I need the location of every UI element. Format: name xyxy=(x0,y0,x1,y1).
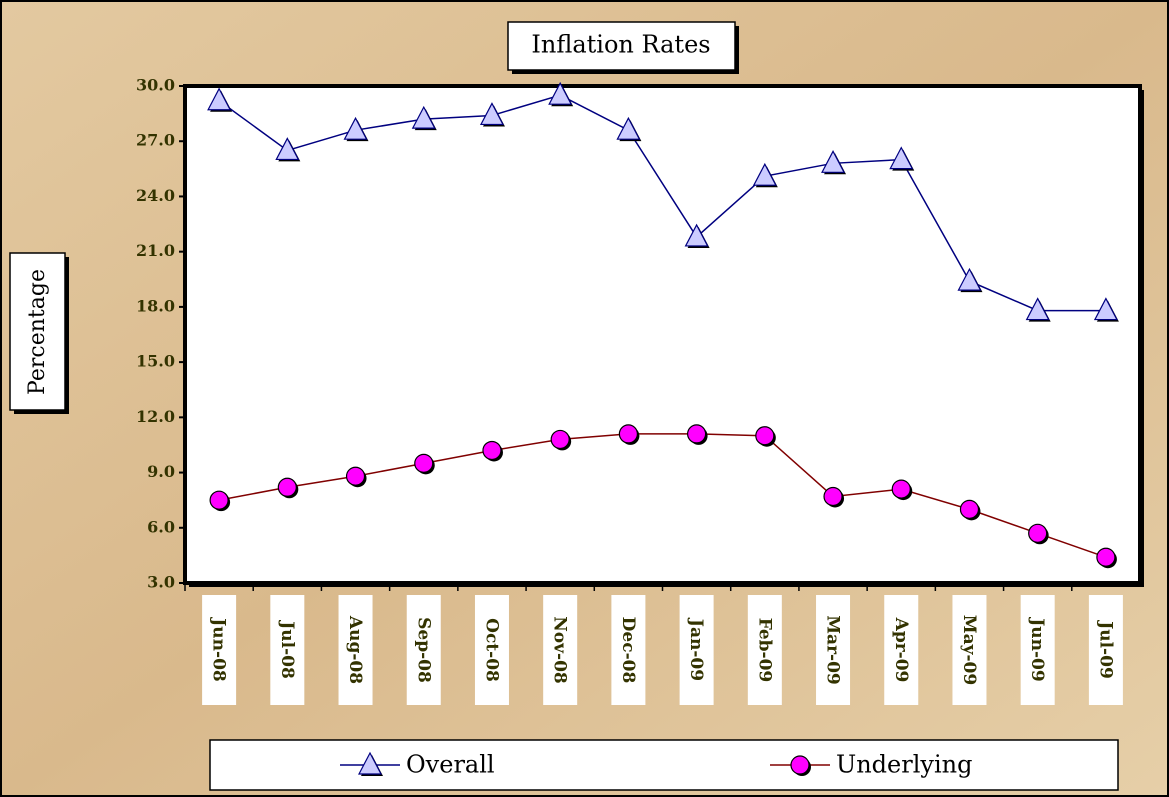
x-tick-group: Jun-09 xyxy=(1020,595,1055,705)
x-tick-label: Oct-08 xyxy=(481,618,501,682)
data-point xyxy=(275,137,300,161)
x-tick-box xyxy=(611,595,646,705)
data-point xyxy=(207,87,232,111)
legend-marker xyxy=(790,755,810,775)
data-point xyxy=(618,424,638,444)
x-tick-label: Jun-09 xyxy=(1027,616,1047,681)
x-tick-label: Nov-08 xyxy=(550,616,570,683)
data-point xyxy=(1093,297,1118,321)
legend-label: Overall xyxy=(406,751,495,779)
data-point xyxy=(889,146,914,170)
x-tick-label: Mar-09 xyxy=(823,615,843,685)
x-tick-group: Oct-08 xyxy=(474,595,509,705)
data-point xyxy=(548,81,573,105)
x-tick-label: Apr-09 xyxy=(891,617,911,683)
series-line xyxy=(218,433,1107,558)
x-tick-box xyxy=(747,595,782,705)
legend-label: Underlying xyxy=(836,751,972,779)
y-label-box xyxy=(9,252,66,411)
data-point xyxy=(277,477,297,497)
x-tick-box xyxy=(406,595,441,705)
data-point xyxy=(823,486,843,507)
x-tick-label: Dec-08 xyxy=(618,617,638,684)
x-tick-group: Nov-08 xyxy=(543,594,578,705)
x-tick-label: Jan-09 xyxy=(686,617,706,681)
data-point xyxy=(343,116,368,140)
x-tick-box xyxy=(679,595,714,705)
x-tick-box xyxy=(270,594,305,705)
x-tick-group: Sep-08 xyxy=(406,595,441,705)
y-tick-label: 15.0 xyxy=(136,352,175,371)
y-tick-label: 3.0 xyxy=(147,573,175,592)
x-tick-label: Jul-08 xyxy=(277,619,297,679)
data-point xyxy=(411,105,436,129)
y-tick-label: 30.0 xyxy=(136,76,175,95)
data-point xyxy=(959,499,980,519)
x-tick-box xyxy=(884,595,919,705)
data-point xyxy=(687,424,707,444)
x-tick-label: Aug-08 xyxy=(345,615,365,684)
x-tick-group: Jan-09 xyxy=(679,595,714,705)
series-line xyxy=(218,94,1106,312)
data-point xyxy=(752,162,777,186)
plot-area xyxy=(183,84,1142,585)
x-tick-group: Mar-09 xyxy=(816,595,851,705)
y-axis-label: Percentage xyxy=(25,269,50,395)
y-tick-label: 24.0 xyxy=(136,186,175,205)
data-point xyxy=(1028,523,1048,543)
data-point xyxy=(616,116,641,140)
data-point xyxy=(209,490,229,510)
legend-marker xyxy=(358,751,382,775)
y-tick-label: 9.0 xyxy=(147,462,175,481)
data-point xyxy=(821,150,846,173)
x-tick-box xyxy=(1020,595,1055,705)
data-point xyxy=(957,267,982,291)
x-tick-group: Jul-09 xyxy=(1088,595,1123,705)
x-tick-box xyxy=(474,595,509,705)
title-box xyxy=(507,21,736,71)
data-point xyxy=(891,479,911,499)
x-tick-group: Jul-08 xyxy=(270,594,305,705)
x-tick-box xyxy=(202,595,237,705)
x-tick-group: Feb-09 xyxy=(747,595,782,705)
chart-title: Inflation Rates xyxy=(531,31,710,59)
x-tick-group: May-09 xyxy=(952,595,987,705)
x-tick-box xyxy=(1088,595,1123,705)
data-point xyxy=(1025,297,1050,321)
data-point xyxy=(755,426,775,446)
x-tick-label: May-09 xyxy=(959,615,979,685)
y-tick-label: 12.0 xyxy=(136,407,175,426)
y-tick-label: 6.0 xyxy=(147,517,175,536)
y-tick-label: 18.0 xyxy=(136,296,175,315)
x-tick-box xyxy=(338,595,373,705)
x-tick-group: Dec-08 xyxy=(611,595,646,705)
data-point xyxy=(550,429,570,450)
x-tick-label: Jun-08 xyxy=(209,616,229,681)
data-point xyxy=(482,440,502,461)
x-tick-group: Jun-08 xyxy=(202,595,237,705)
x-tick-box xyxy=(952,595,987,705)
data-point xyxy=(1096,547,1116,567)
x-tick-group: Apr-09 xyxy=(884,595,919,705)
data-point xyxy=(479,102,504,126)
data-point xyxy=(414,453,434,473)
x-tick-label: Sep-08 xyxy=(413,617,433,683)
x-tick-box xyxy=(816,595,851,705)
x-tick-box xyxy=(543,594,578,705)
x-tick-label: Feb-09 xyxy=(754,618,774,683)
data-point xyxy=(345,466,366,486)
y-tick-label: 27.0 xyxy=(136,131,175,150)
y-tick-label: 21.0 xyxy=(136,241,175,260)
x-tick-label: Jul-09 xyxy=(1095,619,1115,679)
x-tick-group: Aug-08 xyxy=(338,595,373,705)
data-point xyxy=(684,223,709,247)
